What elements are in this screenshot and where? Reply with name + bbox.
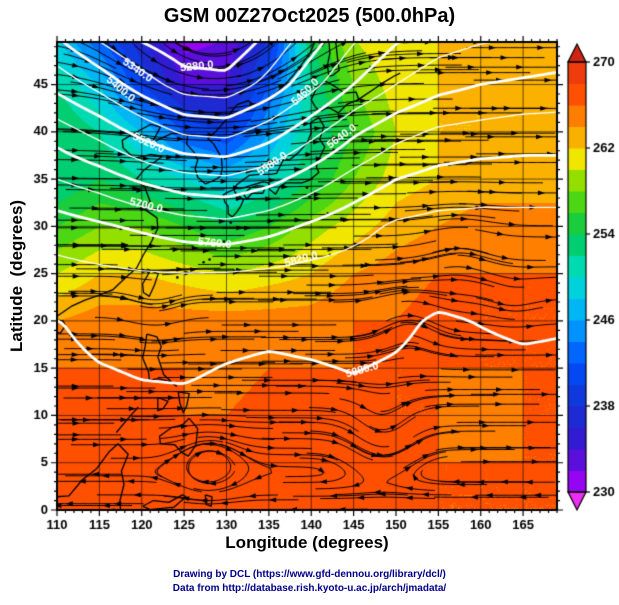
chart-title: GSM 00Z27Oct2025 (500.0hPa) bbox=[163, 5, 456, 27]
credit-line-dcl: Drawing by DCL (https://www.gfd-dennou.o… bbox=[173, 569, 446, 580]
credits: Drawing by DCL (https://www.gfd-dennou.o… bbox=[0, 568, 619, 596]
y-axis-title: Latitude (degrees) bbox=[7, 199, 26, 353]
x-axis-title: Longitude (degrees) bbox=[225, 533, 389, 552]
credit-line-data-source: Data from http://database.rish.kyoto-u.a… bbox=[172, 583, 447, 594]
